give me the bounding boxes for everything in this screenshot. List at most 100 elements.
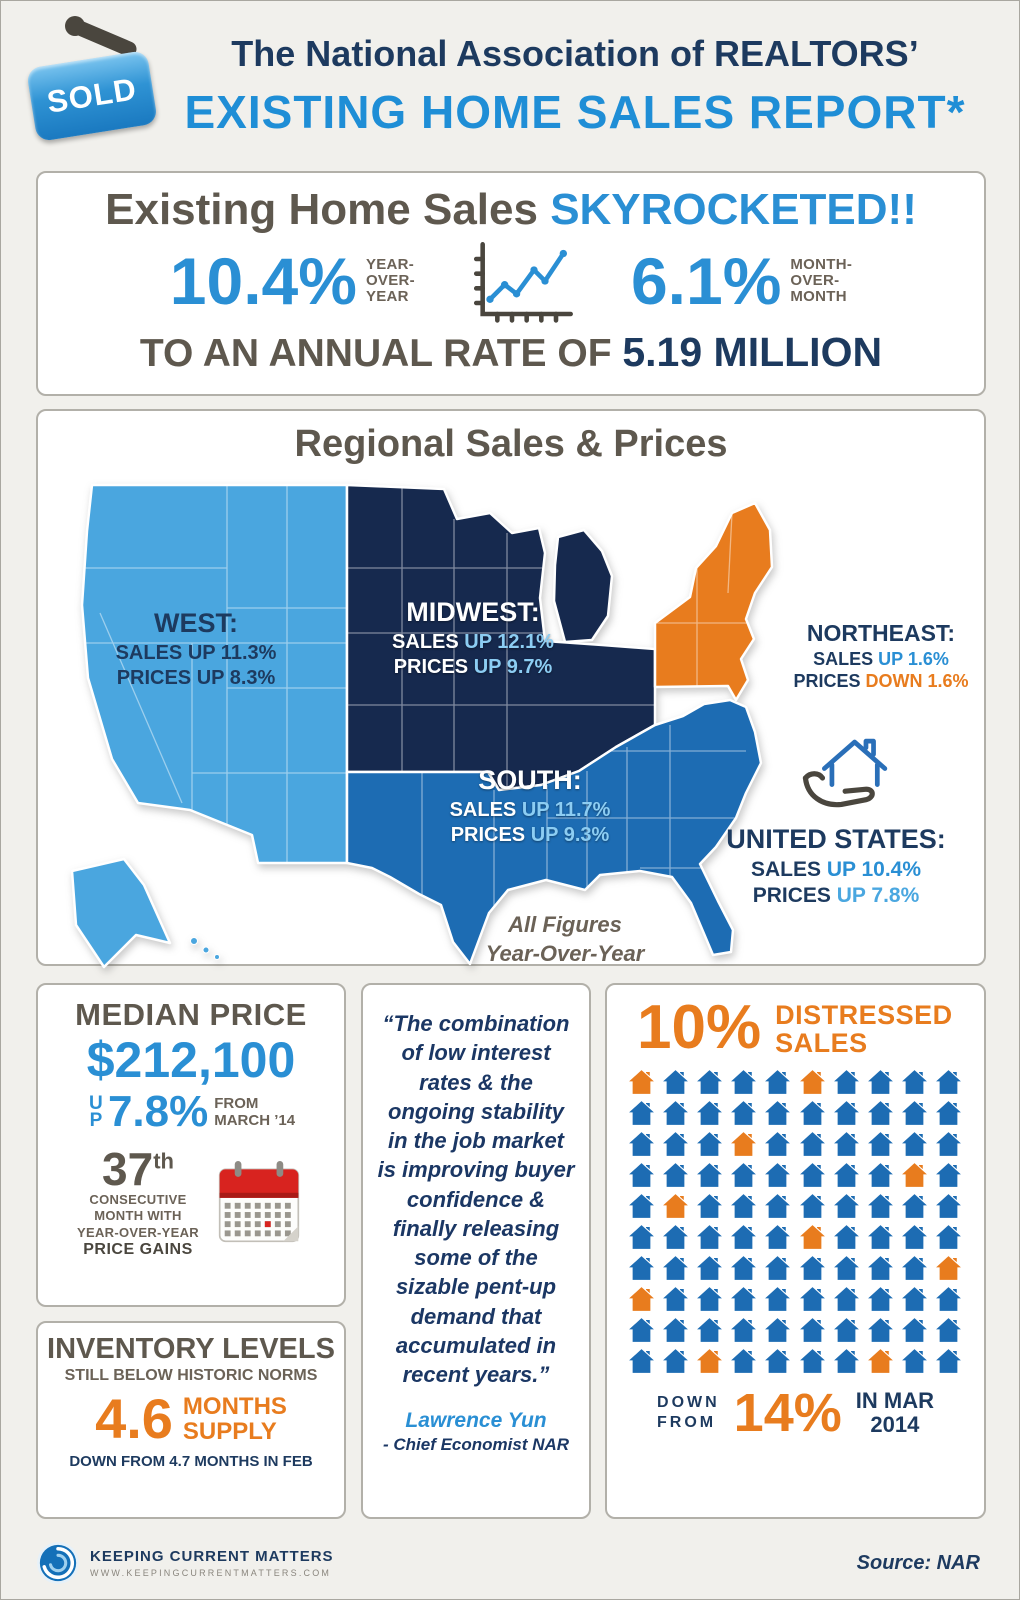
house-icon: [867, 1163, 893, 1187]
house-icon: [799, 1287, 825, 1311]
house-icon: [731, 1070, 757, 1094]
yoy-label-line3: YEAR: [365, 288, 409, 306]
quote-section: “The combination of low interest rates &…: [361, 983, 591, 1519]
house-icon: [867, 1132, 893, 1156]
map-stage: WEST: SALES UP 11.3% PRICES UP 8.3% MIDW…: [40, 473, 982, 969]
house-icon: [833, 1318, 859, 1342]
house-icon: [799, 1349, 825, 1373]
house-icon: [867, 1070, 893, 1094]
median-price-title: MEDIAN PRICE: [75, 997, 307, 1032]
median-up-word: UP: [89, 1092, 103, 1131]
hero-stats-row: 10.4% YEAR- OVER- YEAR: [38, 237, 984, 325]
house-icon: [731, 1132, 757, 1156]
house-icon: [731, 1256, 757, 1280]
house-icon: [663, 1070, 689, 1094]
house-icon: [901, 1132, 927, 1156]
hero-section: Existing Home Sales SKYROCKETED!! 10.4% …: [36, 171, 986, 396]
house-icon: [833, 1070, 859, 1094]
map-footnote: All Figures Year-Over-Year: [470, 911, 660, 968]
northeast-sales: SALES UP 1.6%: [813, 648, 949, 669]
house-icon: [833, 1225, 859, 1249]
house-icon: [799, 1194, 825, 1218]
south-name: SOUTH:: [478, 765, 582, 795]
distressed-period-line2: 2014: [870, 1412, 920, 1437]
distressed-label: DISTRESSED SALES: [775, 1001, 953, 1058]
house-icon: [697, 1349, 723, 1373]
brand-text: KEEPING CURRENT MATTERS WWW.KEEPINGCURRE…: [90, 1548, 334, 1578]
united-states-label: UNITED STATES: SALES UP 10.4% PRICES UP …: [706, 823, 966, 909]
mom-label-line1: MONTH-: [790, 255, 853, 273]
inventory-unit-line2: SUPPLY: [182, 1418, 277, 1445]
house-icon: [697, 1318, 723, 1342]
house-icon: [799, 1070, 825, 1094]
distressed-section: 10% DISTRESSED SALES DOWN FROM 14% IN MA…: [605, 983, 986, 1519]
us-name: UNITED STATES:: [726, 824, 946, 854]
house-icon: [697, 1163, 723, 1187]
streak-number: 37th: [102, 1143, 174, 1195]
west-prices: PRICES UP 8.3%: [116, 666, 276, 689]
house-icon: [663, 1101, 689, 1125]
house-icon: [765, 1132, 791, 1156]
house-icon: [765, 1256, 791, 1280]
alaska-shape: [70, 857, 172, 969]
house-icon: [833, 1287, 859, 1311]
inventory-title: INVENTORY LEVELS: [47, 1333, 335, 1365]
northeast-prices: PRICES DOWN 1.6%: [793, 671, 969, 692]
house-icon: [799, 1318, 825, 1342]
distressed-footer: DOWN FROM 14% IN MAR 2014: [627, 1386, 964, 1440]
house-icon: [901, 1287, 927, 1311]
inventory-subtitle: STILL BELOW HISTORIC NORMS: [64, 1367, 318, 1384]
house-icon: [629, 1318, 654, 1342]
house-icon: [867, 1318, 893, 1342]
house-icon: [731, 1101, 757, 1125]
streak-line2: MONTH WITH: [94, 1208, 182, 1224]
house-icon: [765, 1225, 791, 1249]
house-icon: [731, 1318, 757, 1342]
house-icon: [697, 1287, 723, 1311]
south-sales: SALES UP 11.7%: [449, 798, 611, 821]
distressed-down-line1: DOWN: [657, 1394, 720, 1411]
median-up-value: 7.8%: [107, 1087, 209, 1136]
house-icon: [629, 1349, 654, 1373]
northeast-name: NORTHEAST:: [806, 620, 956, 646]
house-icon: [765, 1163, 791, 1187]
page-title-line1: The National Association of REALTORS’: [231, 33, 919, 74]
inventory-value-row: 4.6 MONTHS SUPPLY: [38, 1391, 344, 1447]
house-icon: [833, 1132, 859, 1156]
house-icon: [935, 1256, 961, 1280]
house-icon: [663, 1163, 689, 1187]
footer: KEEPING CURRENT MATTERS WWW.KEEPINGCURRE…: [36, 1535, 986, 1591]
house-icon: [697, 1070, 723, 1094]
state-borders: [82, 485, 752, 913]
south-prices: PRICES UP 9.3%: [450, 823, 610, 846]
house-icon: [731, 1194, 757, 1218]
house-icon: [663, 1256, 689, 1280]
house-icon: [731, 1287, 757, 1311]
mom-value: 6.1%: [630, 244, 782, 318]
median-up-row: UP 7.8% FROM MARCH ’14: [38, 1090, 344, 1134]
house-icon: [901, 1194, 927, 1218]
house-icon: [629, 1256, 654, 1280]
northeast-label: NORTHEAST: SALES UP 1.6% PRICES DOWN 1.6…: [771, 619, 991, 693]
house-icon: [799, 1132, 825, 1156]
house-icon: [935, 1194, 961, 1218]
distressed-period: IN MAR 2014: [856, 1388, 934, 1437]
house-icon: [629, 1287, 654, 1311]
house-icon: [833, 1101, 859, 1125]
mom-stat: 6.1% MONTH- OVER- MONTH: [631, 248, 852, 314]
house-icon: [901, 1318, 927, 1342]
house-grid: [627, 1069, 964, 1374]
yoy-label: YEAR- OVER- YEAR: [365, 256, 415, 306]
inventory-value: 4.6: [95, 1387, 173, 1450]
distressed-value: 10%: [637, 993, 762, 1062]
midwest-name: MIDWEST:: [406, 597, 540, 627]
calendar-icon: [218, 1161, 300, 1243]
house-icon: [629, 1132, 654, 1156]
sold-badge-label: SOLD: [44, 71, 140, 120]
house-icon: [697, 1256, 723, 1280]
median-price-value: $212,100: [86, 1032, 296, 1088]
house-icon: [935, 1132, 961, 1156]
house-icon: [765, 1318, 791, 1342]
distressed-label-line2: SALES: [775, 1028, 868, 1059]
house-icon: [629, 1070, 654, 1094]
